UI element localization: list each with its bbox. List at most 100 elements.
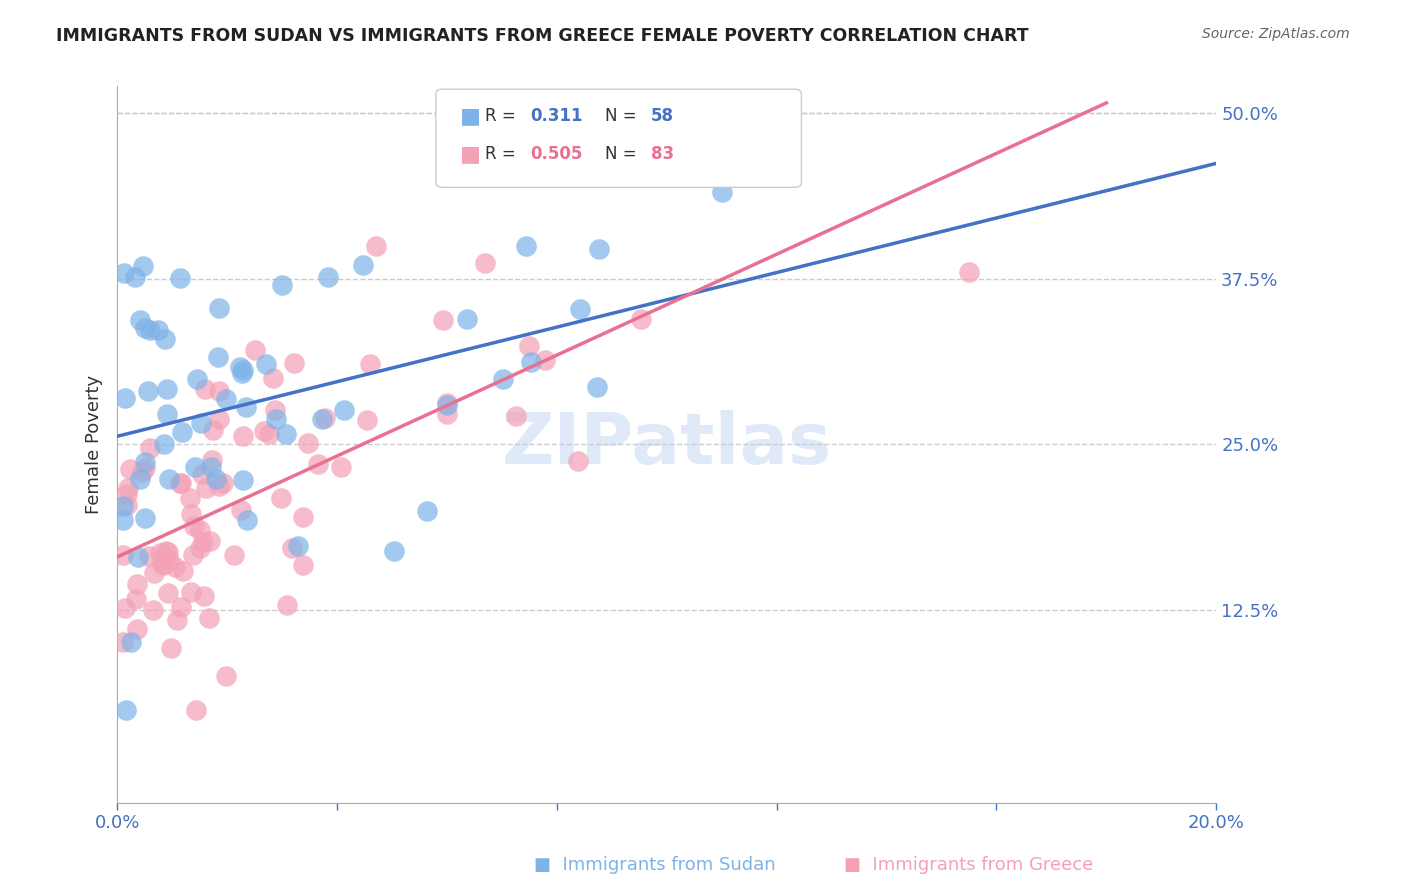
Point	[197, 611, 219, 625]
Point	[191, 535, 214, 549]
Point	[184, 460, 207, 475]
Point	[134, 455, 156, 469]
Point	[194, 383, 217, 397]
Text: IMMIGRANTS FROM SUDAN VS IMMIGRANTS FROM GREECE FEMALE POVERTY CORRELATION CHART: IMMIGRANTS FROM SUDAN VS IMMIGRANTS FROM…	[56, 27, 1029, 45]
Point	[186, 372, 208, 386]
Point	[567, 454, 589, 468]
Point	[232, 363, 254, 377]
Point	[588, 242, 610, 256]
Point	[125, 591, 148, 606]
Point	[169, 476, 191, 491]
Point	[143, 566, 166, 580]
Point	[129, 312, 152, 326]
Point	[124, 269, 146, 284]
Point	[198, 534, 221, 549]
Point	[201, 453, 224, 467]
Point	[111, 513, 134, 527]
Text: ■: ■	[460, 145, 481, 164]
Point	[208, 479, 231, 493]
Point	[253, 424, 276, 438]
Point	[193, 589, 215, 603]
Text: 58: 58	[651, 107, 673, 125]
Point	[291, 510, 314, 524]
Point	[314, 410, 336, 425]
Point	[153, 332, 176, 346]
Point	[180, 507, 202, 521]
Point	[359, 357, 381, 371]
Point	[281, 541, 304, 556]
Point	[156, 382, 179, 396]
Text: ZIPatlas: ZIPatlas	[502, 410, 832, 479]
Point	[155, 544, 177, 558]
Point	[436, 396, 458, 410]
Point	[205, 472, 228, 486]
Text: ■  Immigrants from Sudan: ■ Immigrants from Sudan	[534, 856, 776, 874]
Point	[292, 558, 315, 572]
Point	[153, 437, 176, 451]
Point	[215, 669, 238, 683]
Point	[181, 548, 204, 562]
Point	[207, 350, 229, 364]
Point	[138, 549, 160, 563]
Point	[329, 459, 352, 474]
Point	[436, 398, 458, 412]
Point	[297, 435, 319, 450]
Point	[115, 498, 138, 512]
Point	[117, 486, 139, 500]
Text: Source: ZipAtlas.com: Source: ZipAtlas.com	[1202, 27, 1350, 41]
Point	[222, 548, 245, 562]
Point	[150, 557, 173, 571]
Point	[188, 541, 211, 556]
Point	[333, 403, 356, 417]
Point	[307, 457, 329, 471]
Point	[179, 491, 201, 506]
Point	[170, 600, 193, 615]
Point	[195, 481, 218, 495]
Point	[710, 186, 733, 200]
Point	[149, 546, 172, 560]
Point	[120, 462, 142, 476]
Text: 83: 83	[651, 145, 673, 163]
Point	[287, 539, 309, 553]
Point	[276, 426, 298, 441]
Point	[139, 323, 162, 337]
Point	[231, 367, 253, 381]
Point	[474, 256, 496, 270]
Point	[245, 343, 267, 357]
Point	[111, 500, 134, 514]
Point	[120, 635, 142, 649]
Text: N =: N =	[605, 145, 641, 163]
Point	[166, 613, 188, 627]
Point	[229, 360, 252, 375]
Point	[436, 407, 458, 421]
Point	[117, 481, 139, 495]
Point	[132, 259, 155, 273]
Point	[134, 320, 156, 334]
Point	[270, 491, 292, 505]
Point	[515, 238, 537, 252]
Point	[156, 407, 179, 421]
Point	[183, 519, 205, 533]
Point	[190, 416, 212, 430]
Text: R =: R =	[485, 107, 522, 125]
Point	[382, 544, 405, 558]
Point	[148, 323, 170, 337]
Point	[201, 423, 224, 437]
Point	[170, 475, 193, 490]
Point	[519, 355, 541, 369]
Point	[172, 564, 194, 578]
Point	[125, 576, 148, 591]
Point	[271, 278, 294, 293]
Text: ■  Immigrants from Greece: ■ Immigrants from Greece	[844, 856, 1092, 874]
Point	[157, 472, 180, 486]
Point	[200, 460, 222, 475]
Point	[432, 313, 454, 327]
Point	[156, 586, 179, 600]
Point	[114, 392, 136, 406]
Point	[254, 357, 277, 371]
Point	[236, 513, 259, 527]
Point	[112, 266, 135, 280]
Text: R =: R =	[485, 145, 522, 163]
Point	[170, 425, 193, 440]
Point	[586, 380, 609, 394]
